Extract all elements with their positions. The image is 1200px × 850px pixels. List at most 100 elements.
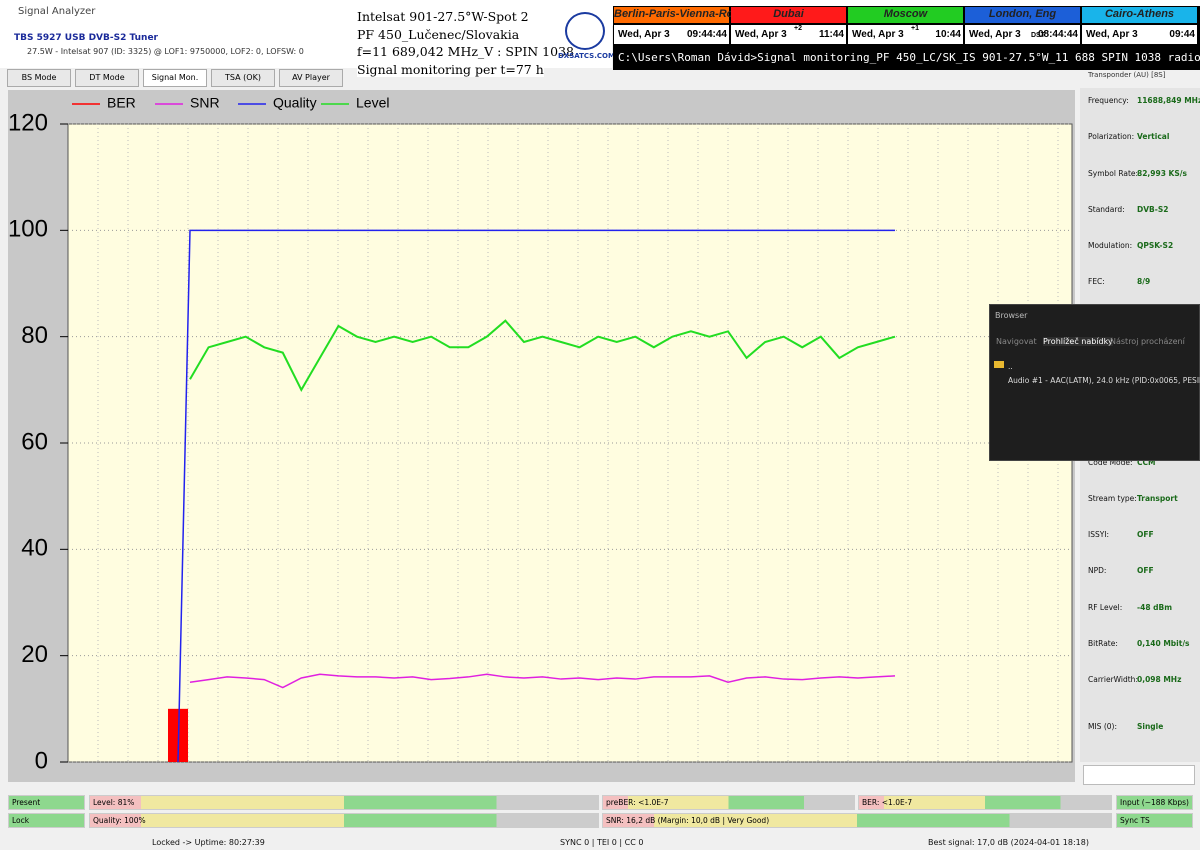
y-tick-label: 120 [8, 109, 48, 136]
field-value: 0,140 Mbit/s [1137, 639, 1190, 648]
status-cell: Level: 81% [89, 795, 599, 810]
overlay-line: PF 450_Lučenec/Slovakia [357, 26, 520, 42]
status-cell: BER: <1.0E-7 [858, 795, 1112, 810]
footer-text: SYNC 0 | TEI 0 | CC 0 [560, 838, 644, 847]
legend-label: BER [107, 95, 136, 111]
clock-time: 08:44:44 [1037, 29, 1078, 40]
logo-dish [565, 12, 605, 50]
clock-time: 11:44 [818, 29, 844, 40]
clock-date: Wed, Apr 3 [1086, 29, 1138, 40]
footer-text: Locked -> Uptime: 80:27:39 [152, 838, 265, 847]
tab[interactable]: TSA (OK) [211, 69, 275, 87]
field-value: QPSK-S2 [1137, 241, 1174, 250]
legend-label: Quality [273, 95, 317, 111]
clock-city: Cairo-Athens [1082, 7, 1197, 23]
overlay-line: Signal monitoring per t=77 h [357, 61, 544, 77]
transponder-title: Transponder (AU) [8S] [1088, 71, 1166, 79]
field-label: Frequency: [1088, 96, 1129, 105]
device-name: TBS 5927 USB DVB-S2 Tuner [14, 33, 158, 43]
field-value: OFF [1137, 566, 1154, 575]
field-label: MIS (0): [1088, 722, 1117, 731]
panel-button[interactable] [1083, 765, 1195, 785]
clock-offset: +1 [911, 25, 919, 32]
field-value: 82,993 KS/s [1137, 169, 1187, 178]
y-tick-label: 60 [21, 428, 48, 455]
console-line: C:\Users\Roman Dávid>Signal monitoring_P… [618, 51, 1200, 64]
field-label: RF Level: [1088, 603, 1123, 612]
field-label: Standard: [1088, 205, 1125, 214]
window-title: Signal Analyzer [18, 6, 96, 17]
y-tick-label: 20 [21, 641, 48, 668]
field-value: Transport [1137, 494, 1178, 503]
y-tick-label: 100 [8, 216, 48, 243]
field-value: 11688,849 MHz [1137, 96, 1200, 105]
field-label: Stream type: [1088, 494, 1137, 503]
clock-date-bg [1082, 25, 1197, 44]
tab[interactable]: DT Mode [75, 69, 139, 87]
field-label: ISSYI: [1088, 530, 1110, 539]
field-value: -48 dBm [1137, 603, 1173, 612]
tab[interactable]: Signal Mon. [143, 69, 207, 87]
browser-tab[interactable]: Prohlížeč nabídky [1043, 337, 1113, 346]
clock-date-bg [965, 25, 1080, 44]
overlay-line: f=11 689,042 MHz_V : SPIN 1038 [357, 44, 574, 59]
clock-date-bg [848, 25, 963, 44]
field-value: Single [1137, 722, 1164, 731]
field-label: Polarization: [1088, 132, 1135, 141]
field-label: Modulation: [1088, 241, 1133, 250]
plot-area [67, 123, 1073, 763]
browser-title: Browser [995, 311, 1028, 320]
status-cell: Input (~188 Kbps) [1116, 795, 1193, 810]
field-label: BitRate: [1088, 639, 1118, 648]
browser-window [989, 304, 1200, 461]
y-tick-label: 40 [21, 535, 48, 562]
status-cell: Lock [8, 813, 85, 828]
clock-time: 09:44:44 [686, 29, 727, 40]
footer-text: Best signal: 17,0 dB (2024-04-01 18:18) [928, 838, 1089, 847]
browser-tab[interactable]: Navigovat [996, 337, 1037, 346]
status-cell: Quality: 100% [89, 813, 599, 828]
legend-label: SNR [190, 95, 220, 111]
field-label: Symbol Rate: [1088, 169, 1139, 178]
clock-city: Moscow [848, 7, 963, 23]
clock-city: Dubai [731, 7, 846, 23]
clock-city: London, Eng [965, 7, 1080, 23]
clock-date: Wed, Apr 3 [969, 29, 1021, 40]
browser-item[interactable]: .. [1008, 362, 1013, 371]
field-value: OFF [1137, 530, 1154, 539]
series-line [189, 319, 896, 392]
field-label: CarrierWidth: [1088, 675, 1138, 684]
y-tick-label: 0 [35, 747, 48, 774]
legend-label: Level [356, 95, 389, 111]
folder-icon [994, 361, 1004, 368]
field-value: Vertical [1137, 132, 1170, 141]
y-tick-label: 80 [21, 322, 48, 349]
field-value: DVB-S2 [1137, 205, 1169, 214]
series-line [189, 673, 896, 689]
status-cell: Sync TS [1116, 813, 1193, 828]
device-info: 27.5W - Intelsat 907 (ID: 3325) @ LOF1: … [27, 47, 304, 56]
status-cell: SNR: 16,2 dB (Margin: 10,0 dB | Very Goo… [602, 813, 1112, 828]
clock-offset: +2 [794, 25, 802, 32]
field-label: FEC: [1088, 277, 1105, 286]
field-label: NPD: [1088, 566, 1107, 575]
field-value: 0,098 MHz [1137, 675, 1182, 684]
tab[interactable]: BS Mode [7, 69, 71, 87]
overlay-line: Intelsat 901-27.5°W-Spot 2 [357, 9, 529, 24]
logo: DXSATCS.COM [558, 52, 615, 60]
field-value: CCM [1137, 458, 1156, 467]
status-cell: Present [8, 795, 85, 810]
browser-item[interactable]: Audio #1 - AAC(LATM), 24.0 kHz (PID:0x00… [1008, 376, 1200, 385]
clock-city: Berlin-Paris-Vienna-Roma [614, 7, 749, 23]
clock-time: 10:44 [935, 29, 961, 40]
field-value: 8/9 [1137, 277, 1151, 286]
field-label: Code Mode: [1088, 458, 1133, 467]
clock-date-bg [731, 25, 846, 44]
clock-time: 09:44 [1169, 29, 1195, 40]
tab[interactable]: AV Player [279, 69, 343, 87]
browser-tab[interactable]: Nástroj procházení [1110, 337, 1185, 346]
series-line [177, 229, 895, 763]
clock-date-bg [614, 25, 729, 44]
